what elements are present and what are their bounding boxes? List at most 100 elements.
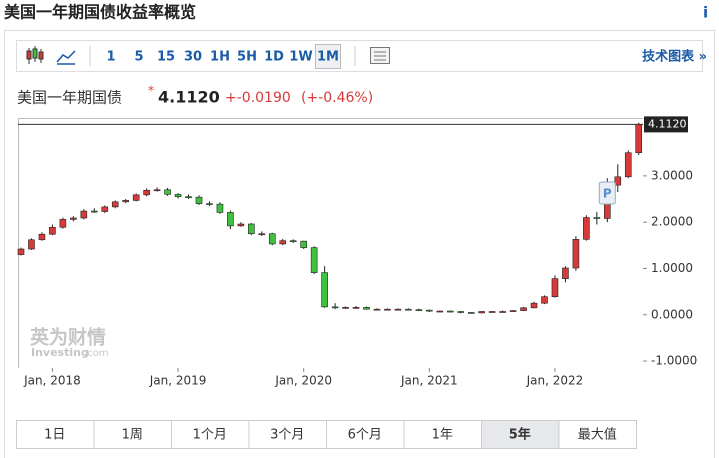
line-icon[interactable] bbox=[56, 50, 76, 65]
candle-body bbox=[593, 217, 601, 219]
candle-body bbox=[268, 233, 276, 245]
interval-button[interactable]: 1 bbox=[106, 50, 115, 65]
candle-body bbox=[614, 176, 622, 186]
candle-body bbox=[111, 201, 119, 208]
candle-body bbox=[499, 311, 506, 313]
interval-button[interactable]: 1M bbox=[317, 50, 339, 65]
candle-body bbox=[101, 206, 109, 212]
candle-body bbox=[352, 307, 360, 309]
range-button-label[interactable]: 5年 bbox=[509, 427, 531, 443]
star: * bbox=[148, 84, 154, 98]
candle-body bbox=[289, 240, 297, 242]
interval-button[interactable]: 30 bbox=[184, 50, 202, 65]
candle-body bbox=[153, 189, 161, 192]
range-button[interactable] bbox=[326, 420, 405, 449]
candle-body bbox=[488, 311, 496, 313]
candle-body bbox=[17, 248, 25, 255]
candle-body bbox=[195, 196, 203, 204]
y-tick-label: 2.0000 bbox=[651, 215, 693, 229]
candle-body bbox=[237, 223, 245, 227]
candle-body bbox=[59, 219, 67, 228]
range-button[interactable] bbox=[171, 420, 250, 449]
candle-body bbox=[572, 238, 580, 269]
last-price: 4.1120 bbox=[158, 88, 220, 107]
candle-body bbox=[279, 240, 287, 245]
candle-body bbox=[331, 306, 339, 309]
y-tick-label: -1.0000 bbox=[651, 354, 697, 368]
watermark-domain: .com bbox=[84, 348, 109, 359]
candle-body bbox=[520, 307, 527, 311]
candle-body bbox=[415, 309, 423, 311]
x-tick-label: Jan, 2019 bbox=[149, 374, 207, 388]
range-button[interactable] bbox=[481, 420, 560, 449]
candle-body bbox=[248, 223, 255, 235]
candle-body bbox=[541, 296, 548, 304]
price-change-pct: (+-0.46%) bbox=[301, 90, 373, 106]
page-title: 美国一年期国债收益率概览 bbox=[4, 3, 196, 22]
candle-body bbox=[321, 272, 328, 308]
candle-body bbox=[384, 308, 391, 311]
interval-button[interactable]: 5H bbox=[237, 50, 257, 65]
candle-body bbox=[446, 310, 454, 313]
interval-button[interactable]: 1H bbox=[210, 50, 230, 65]
settings-icon[interactable] bbox=[370, 47, 390, 64]
candle-body bbox=[457, 311, 465, 313]
candle-body bbox=[28, 239, 35, 250]
range-button-label[interactable]: 1个月 bbox=[193, 428, 227, 443]
x-tick-label: Jan, 2022 bbox=[526, 374, 584, 388]
range-button-label[interactable]: 6个月 bbox=[348, 428, 382, 443]
event-marker-label: P bbox=[603, 187, 612, 201]
event-marker[interactable] bbox=[598, 181, 616, 205]
candle-body bbox=[509, 310, 517, 312]
candle-body bbox=[551, 278, 559, 298]
watermark-site: Investing bbox=[31, 346, 89, 359]
range-button[interactable] bbox=[16, 420, 95, 449]
watermark: 英为财情 Investing .com bbox=[30, 326, 109, 360]
range-button-label[interactable]: 1年 bbox=[432, 428, 453, 443]
y-tick-label: 1.0000 bbox=[651, 261, 693, 275]
candle-icon[interactable] bbox=[26, 46, 44, 64]
candle-body bbox=[624, 152, 632, 178]
candle-body bbox=[405, 308, 412, 311]
range-button-label[interactable]: 1周 bbox=[122, 428, 143, 443]
interval-button[interactable]: 15 bbox=[157, 50, 175, 65]
interval-button[interactable]: 1D bbox=[264, 50, 284, 65]
range-button-label[interactable]: 3个月 bbox=[270, 428, 304, 443]
toolbar bbox=[16, 40, 703, 72]
watermark-brand: 英为财情 bbox=[30, 326, 106, 349]
candle-body bbox=[174, 194, 182, 198]
candle-body bbox=[394, 308, 402, 311]
candle-body bbox=[342, 307, 349, 309]
candle-body bbox=[426, 309, 433, 312]
candle-body bbox=[80, 210, 88, 219]
candle-body bbox=[258, 233, 266, 236]
tech-chart-link[interactable]: 技术图表 » bbox=[642, 49, 707, 65]
candle-body bbox=[164, 189, 171, 195]
candle-body bbox=[467, 312, 475, 314]
candle-body bbox=[90, 210, 98, 213]
candle-body bbox=[49, 226, 56, 235]
range-button[interactable] bbox=[248, 420, 327, 449]
instrument-name: 美国一年期国债 bbox=[17, 89, 122, 107]
panel bbox=[4, 30, 715, 458]
candle-body bbox=[310, 247, 318, 273]
interval-button[interactable]: 1W bbox=[289, 50, 312, 65]
price-change: +-0.0190 bbox=[225, 90, 291, 106]
info-icon[interactable]: i bbox=[703, 4, 708, 22]
candle-body bbox=[478, 311, 485, 314]
candle-body bbox=[436, 310, 444, 313]
range-button-label[interactable]: 1日 bbox=[44, 428, 65, 443]
candle-body bbox=[132, 194, 140, 201]
candle-body bbox=[216, 203, 224, 213]
interval-selected bbox=[315, 44, 341, 69]
candle-body bbox=[143, 189, 150, 196]
candle-body bbox=[635, 124, 643, 154]
range-button-label[interactable]: 最大值 bbox=[578, 427, 617, 443]
candle-body bbox=[38, 233, 46, 241]
x-tick-label: Jan, 2021 bbox=[400, 374, 458, 388]
interval-button[interactable]: 5 bbox=[134, 50, 143, 65]
range-button[interactable] bbox=[558, 420, 637, 449]
candle-body bbox=[206, 203, 213, 205]
candle-body bbox=[300, 240, 307, 248]
